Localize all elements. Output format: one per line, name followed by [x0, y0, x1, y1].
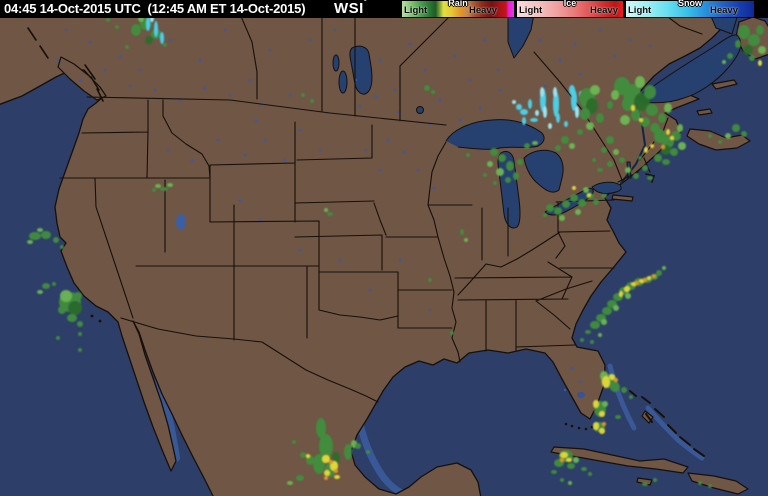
- jamaica: [636, 477, 653, 486]
- lake-superior: [445, 119, 545, 150]
- lake-huron: [523, 149, 564, 193]
- legend-ice-title: Ice: [563, 0, 577, 8]
- nova-scotia: [686, 128, 751, 151]
- wsi-logo-text: WSI: [334, 0, 364, 17]
- legend-snow-light-label: Light: [628, 5, 652, 16]
- wsi-logo: WSI°: [334, 0, 367, 17]
- florida-keys: [564, 422, 594, 431]
- north-america-landmass: [0, 18, 733, 496]
- gulf-of-st-lawrence: [636, 34, 742, 104]
- strait-of-belle-isle: [711, 18, 738, 35]
- hispaniola: [687, 472, 749, 495]
- legend-snow: Snow Light Heavy: [626, 0, 754, 17]
- timestamp-label: 04:45 14-Oct-2015 UTC (12:45 AM ET 14-Oc…: [4, 1, 306, 16]
- radar-echoes: [27, 18, 766, 488]
- radar-map: [0, 18, 768, 496]
- legend-rain: Rain Light Heavy: [402, 0, 514, 17]
- lake-manitoba: [338, 70, 348, 94]
- wsi-logo-mark: °: [363, 0, 368, 6]
- legend-rain-heavy-label: Heavy: [469, 5, 497, 16]
- legend-rain-light-label: Light: [404, 5, 428, 16]
- cape-cod: [645, 173, 656, 183]
- lake-okeechobee: [577, 392, 585, 398]
- long-island: [611, 194, 634, 202]
- channel-islands: [90, 314, 102, 323]
- bahamas-cays: [629, 390, 705, 457]
- small-lakes: [56, 28, 652, 392]
- james-bay: [507, 18, 534, 59]
- great-salt-lake: [176, 214, 186, 230]
- legend-rain-title: Rain: [448, 0, 468, 8]
- legend-snow-heavy-label: Heavy: [710, 5, 738, 16]
- lake-winnipegosis: [332, 54, 340, 72]
- prince-edward-island: [696, 108, 713, 116]
- legend-snow-title: Snow: [678, 0, 702, 8]
- legend-ice-light-label: Light: [519, 5, 543, 16]
- legend-ice-heavy-label: Heavy: [590, 5, 618, 16]
- header-bar: 04:45 14-Oct-2015 UTC (12:45 AM ET 14-Oc…: [0, 0, 768, 18]
- legend-ice: Ice Light Heavy: [517, 0, 623, 17]
- lake-ontario: [591, 181, 622, 195]
- lake-of-the-woods: [416, 106, 424, 114]
- anticosti-island: [711, 79, 738, 90]
- bc-coast-inlets: [27, 27, 104, 102]
